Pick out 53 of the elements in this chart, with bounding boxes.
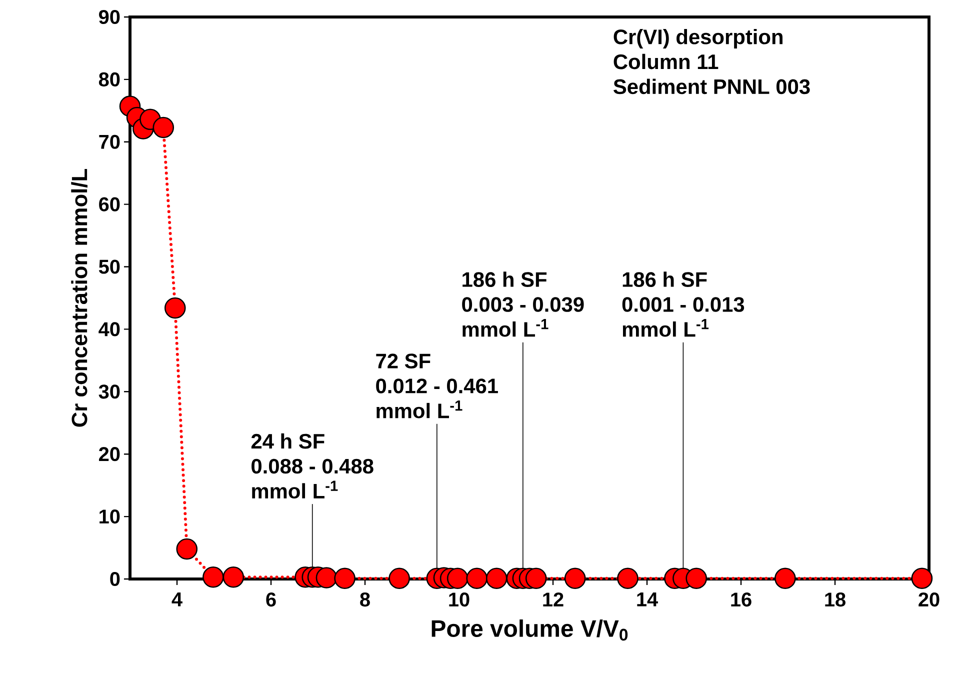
y-tick-label: 80 bbox=[98, 72, 120, 86]
annotation: 0.003 - 0.039 bbox=[462, 297, 584, 312]
y-axis-title: Cr concentration mmol/L bbox=[71, 168, 88, 427]
y-tick-label: 30 bbox=[98, 384, 120, 399]
y-tick-label: 20 bbox=[99, 447, 120, 462]
point bbox=[316, 567, 338, 588]
x-tick-label: 8 bbox=[360, 592, 370, 607]
point bbox=[525, 568, 547, 590]
x-axis-title: Pore volume V/V$_{0}$ bbox=[432, 619, 628, 641]
y-tick-label: 90 bbox=[99, 10, 120, 24]
point bbox=[617, 568, 638, 590]
x-tick-label: 10 bbox=[449, 592, 470, 607]
point bbox=[388, 568, 410, 590]
x-tick-label: 4 bbox=[172, 592, 182, 606]
annotation: mmol L$^{-1}$ bbox=[622, 319, 709, 337]
point bbox=[446, 568, 468, 590]
annotation: 0.001 - 0.013 bbox=[622, 297, 744, 312]
y-tick-label: 0 bbox=[110, 572, 120, 586]
annotation: 0.012 - 0.461 bbox=[376, 378, 498, 394]
point bbox=[686, 568, 708, 590]
x-tick-label: 18 bbox=[825, 592, 846, 607]
annotation: Sediment PNNL 003 bbox=[614, 78, 810, 94]
annotation: 186 h SF bbox=[462, 272, 547, 287]
annotation: 72 SF bbox=[376, 354, 430, 368]
x-tick-label: 16 bbox=[731, 592, 752, 607]
y-tick-label: 40 bbox=[98, 322, 120, 336]
point bbox=[564, 568, 586, 590]
x-tick-label: 14 bbox=[637, 592, 658, 606]
annotation: mmol L$^{-1}$ bbox=[376, 400, 462, 418]
point bbox=[911, 568, 933, 590]
y-tick-label: 10 bbox=[100, 509, 120, 524]
annotation: 186 h SF bbox=[622, 272, 707, 287]
y-tick-label: 70 bbox=[99, 134, 120, 149]
point bbox=[164, 297, 186, 319]
x-tick-label: 12 bbox=[543, 592, 564, 606]
y-tick-label: 50 bbox=[98, 260, 120, 274]
point bbox=[334, 568, 356, 590]
point bbox=[222, 566, 244, 588]
annotation: 24 h SF bbox=[251, 433, 324, 449]
y-tick-label: 60 bbox=[99, 197, 120, 212]
point bbox=[774, 568, 796, 590]
point bbox=[152, 116, 174, 138]
point bbox=[466, 568, 488, 590]
point bbox=[486, 568, 508, 590]
point bbox=[176, 538, 198, 560]
annotation: mmol L$^{-1}$ bbox=[462, 319, 548, 337]
x-tick-label: 6 bbox=[266, 592, 276, 607]
annotation: Cr(VI) desorption bbox=[614, 28, 782, 48]
annotation: mmol L$^{-1}$ bbox=[252, 480, 338, 499]
x-tick-label: 20 bbox=[918, 592, 940, 607]
point bbox=[202, 566, 224, 588]
annotation: 0.088 - 0.488 bbox=[252, 458, 374, 474]
annotation: Column 11 bbox=[614, 54, 718, 70]
